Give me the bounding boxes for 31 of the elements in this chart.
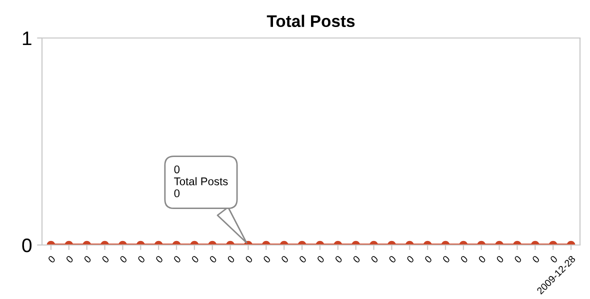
x-tick-label: 0 bbox=[478, 255, 486, 264]
x-tick-label: 0 bbox=[226, 255, 236, 264]
x-tick-label: 0 bbox=[66, 255, 74, 264]
y-tick-label: 1 bbox=[22, 32, 32, 46]
x-tick-label: 0 bbox=[442, 255, 450, 264]
chart-title: Total Posts bbox=[266, 14, 355, 28]
x-tick-label: 0 bbox=[119, 255, 128, 264]
x-tick-label: 0 bbox=[532, 255, 540, 264]
x-tick-label: 0 bbox=[191, 255, 200, 264]
x-tick-label: 0 bbox=[48, 255, 56, 264]
x-tick-label: 0 bbox=[370, 255, 379, 264]
x-tick-label: 0 bbox=[83, 255, 92, 264]
x-tick-label: 0 bbox=[101, 255, 110, 264]
x-tick-label: 0 bbox=[298, 255, 307, 264]
x-tick-label: 0 bbox=[388, 255, 396, 264]
x-tick-label: 0 bbox=[352, 255, 361, 264]
x-tick-label: 0 bbox=[262, 255, 271, 264]
x-tick-label: 0 bbox=[244, 255, 254, 264]
x-tick-label: 0 bbox=[137, 255, 146, 264]
x-tick-label: 0 bbox=[173, 255, 182, 264]
x-tick-label: 0 bbox=[406, 255, 414, 264]
x-tick-label: 0 bbox=[155, 255, 164, 264]
x-tick-label: 0 bbox=[208, 255, 218, 264]
x-tick-label: 0 bbox=[280, 255, 289, 264]
x-tick-label: 0 bbox=[334, 255, 343, 264]
x-tick-label: 0 bbox=[496, 255, 504, 264]
x-tick-label: 0 bbox=[424, 255, 432, 264]
x-tick-label: 0 bbox=[514, 255, 522, 264]
annotation: 0 Total Posts 0 bbox=[174, 165, 228, 198]
x-tick-label: 0 bbox=[460, 255, 468, 264]
x-tick-label: 0 bbox=[316, 255, 325, 264]
